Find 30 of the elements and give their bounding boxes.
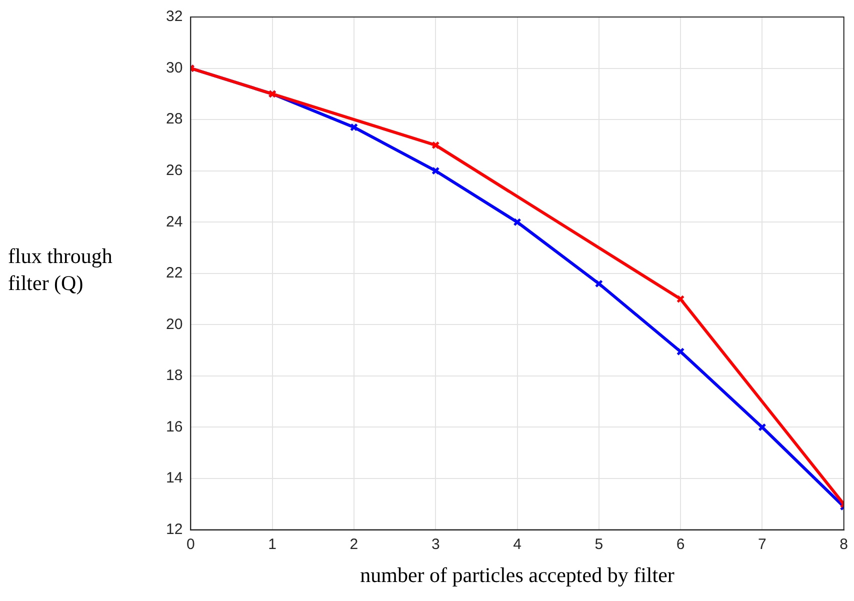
y-tick-label: 16 [166,418,183,436]
y-tick-label: 18 [166,367,183,384]
y-tick-label: 20 [166,316,183,333]
point [350,123,358,132]
x-tick-label: 2 [350,536,358,553]
x-tick-label: 3 [431,536,440,553]
x-tick-label: 6 [676,536,685,553]
x-tick-label: 8 [840,536,848,553]
y-tick-label: 24 [166,213,183,230]
y-tick-label: 12 [166,520,183,538]
x-axis-title: number of particles accepted by filter [360,562,674,587]
y-axis-title: flux through filter (Q) [8,243,114,297]
point [676,294,685,304]
y-tick-label: 26 [166,162,183,179]
x-tick-label: 1 [268,536,276,553]
x-tick-label: 4 [513,536,522,553]
point [758,423,766,432]
point [432,141,440,150]
point [513,218,522,226]
point [594,280,603,288]
point [432,166,440,175]
x-tick-label: 7 [758,536,766,553]
x-tick-label: 5 [594,536,604,553]
x-tick-label: 0 [186,536,195,553]
y-tick-label: 30 [166,59,183,76]
y-tick-label: 22 [166,264,183,282]
y-tick-label: 14 [166,470,183,487]
y-tick-label: 28 [166,110,183,128]
point [676,348,685,356]
y-tick-label: 32 [166,8,183,26]
